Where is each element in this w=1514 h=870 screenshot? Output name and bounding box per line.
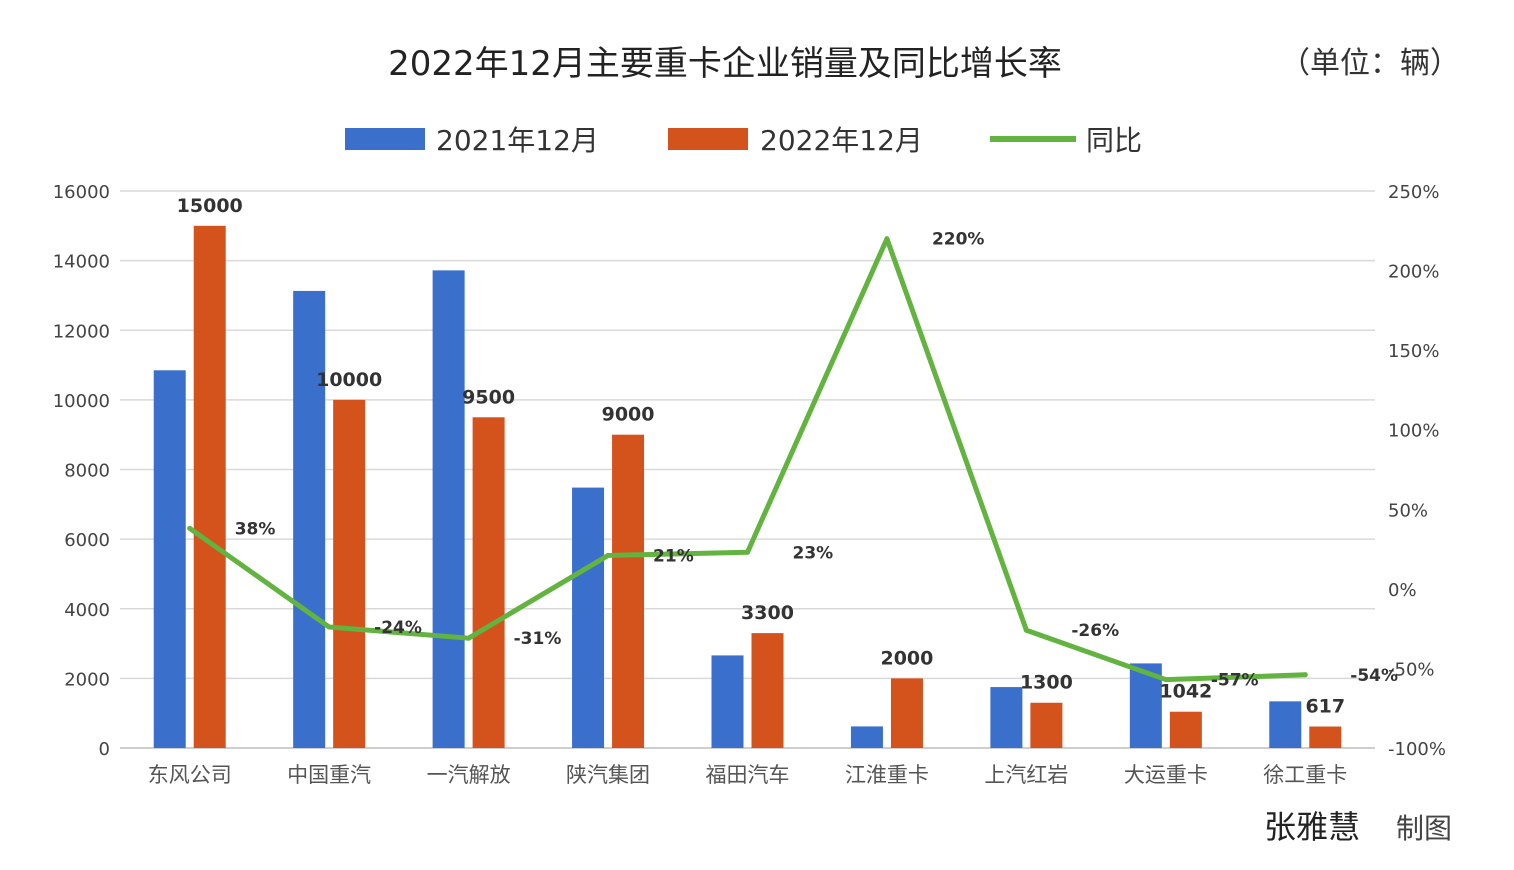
right-axis: -100% -50% 0% 50% 100% 150% 200% 250% <box>1388 182 1446 760</box>
gridlines <box>120 190 1375 749</box>
y-right-tick-label: 200% <box>1388 262 1439 283</box>
yoy-point <box>466 635 472 641</box>
bar-2022 <box>1169 711 1202 748</box>
y-left-tick-label: 4000 <box>64 600 110 621</box>
yoy-value-label: -57% <box>1211 671 1259 691</box>
bar-2022 <box>1030 702 1063 748</box>
bar-2022-value-label: 1300 <box>1020 672 1073 694</box>
legend-label-2022: 2022年12月 <box>760 124 923 157</box>
yoy-point <box>884 236 890 242</box>
credit-author: 张雅慧 <box>1264 808 1360 846</box>
y-left-tick-label: 14000 <box>53 252 110 273</box>
category-label: 大运重卡 <box>1124 763 1208 787</box>
y-left-tick-label: 2000 <box>64 669 110 690</box>
bar-2021 <box>711 655 744 748</box>
bar-2021 <box>293 290 326 748</box>
bar-2021 <box>432 270 465 748</box>
category-label: 徐工重卡 <box>1263 763 1347 787</box>
bar-2022 <box>193 225 226 748</box>
yoy-point <box>1163 677 1169 683</box>
credit-suffix: 制图 <box>1396 812 1452 845</box>
yoy-point <box>745 549 750 555</box>
category-label: 东风公司 <box>148 763 232 787</box>
yoy-value-label: -54% <box>1350 666 1398 686</box>
bar-2022-value-label: 617 <box>1305 696 1345 718</box>
bar-2022-value-label: 2000 <box>880 647 933 669</box>
y-left-tick-label: 6000 <box>64 530 110 551</box>
legend: 2021年12月 2022年12月 同比 <box>345 124 1142 157</box>
bar-2022-value-label: 9500 <box>462 386 515 408</box>
yoy-value-label: -31% <box>514 629 562 649</box>
yoy-value-label: -26% <box>1071 621 1119 641</box>
yoy-value-label: 38% <box>235 519 276 539</box>
legend-label-2021: 2021年12月 <box>436 124 599 157</box>
yoy-point <box>326 624 332 630</box>
bar-2022-value-label: 10000 <box>316 369 382 391</box>
chart-title: 2022年12月主要重卡企业销量及同比增长率 <box>388 44 1062 84</box>
y-right-tick-label: 150% <box>1388 341 1439 362</box>
yoy-value-label: 23% <box>793 543 834 563</box>
y-left-tick-label: 8000 <box>64 461 110 482</box>
bar-2021 <box>572 487 605 748</box>
yoy-value-label: -24% <box>374 618 422 638</box>
category-label: 一汽解放 <box>427 763 511 787</box>
category-label: 福田汽车 <box>706 763 790 787</box>
yoy-point <box>605 552 611 558</box>
y-right-tick-label: -50% <box>1388 659 1435 680</box>
category-label: 中国重汽 <box>287 763 371 787</box>
bar-2021 <box>850 726 883 748</box>
bar-2021 <box>1269 701 1302 748</box>
yoy-line-layer <box>187 236 1308 683</box>
legend-swatch-2022 <box>668 128 748 150</box>
bar-2022-value-label: 1042 <box>1159 681 1212 703</box>
y-right-tick-label: 50% <box>1388 500 1428 521</box>
bar-2022-value-label: 3300 <box>741 602 794 624</box>
yoy-point <box>1023 627 1029 633</box>
y-left-tick-label: 0 <box>99 739 110 760</box>
bar-2022 <box>612 434 645 748</box>
category-label: 上汽红岩 <box>984 763 1068 787</box>
legend-label-yoy: 同比 <box>1086 124 1142 157</box>
category-label: 江淮重卡 <box>845 763 929 787</box>
legend-swatch-2021 <box>345 128 425 150</box>
y-right-tick-label: 100% <box>1388 421 1439 442</box>
bar-2022 <box>333 399 366 748</box>
bar-2022 <box>1309 726 1342 748</box>
bar-2021 <box>153 370 186 748</box>
left-axis: 0 2000 4000 6000 8000 10000 12000 14000 16000 <box>53 182 110 760</box>
y-left-tick-label: 10000 <box>53 391 110 412</box>
data-labels: 15000 10000 9500 9000 3300 2000 1300 1042 617 38%… <box>177 195 1398 718</box>
bar-2022 <box>751 633 784 748</box>
bars <box>153 225 1342 748</box>
y-left-tick-label: 12000 <box>53 321 110 342</box>
y-left-tick-label: 16000 <box>53 182 110 203</box>
yoy-value-label: 21% <box>653 546 694 566</box>
yoy-point <box>1302 672 1308 678</box>
y-right-tick-label: 250% <box>1388 182 1439 203</box>
bar-2022-value-label: 15000 <box>177 195 243 217</box>
category-axis: 东风公司 中国重汽 一汽解放 陕汽集团 福田汽车 江淮重卡 上汽红岩 大运重卡 徐工重卡 <box>148 763 1348 787</box>
yoy-value-label: 220% <box>932 230 985 250</box>
category-label: 陕汽集团 <box>566 763 650 787</box>
unit-note: （单位：辆） <box>1280 46 1460 81</box>
bar-2022 <box>472 417 505 748</box>
bar-2022-value-label: 9000 <box>602 404 655 426</box>
y-right-tick-label: -100% <box>1388 739 1446 760</box>
y-right-tick-label: 0% <box>1388 580 1417 601</box>
yoy-point <box>187 525 193 531</box>
bar-2021 <box>990 687 1023 748</box>
bar-2022 <box>890 678 923 748</box>
